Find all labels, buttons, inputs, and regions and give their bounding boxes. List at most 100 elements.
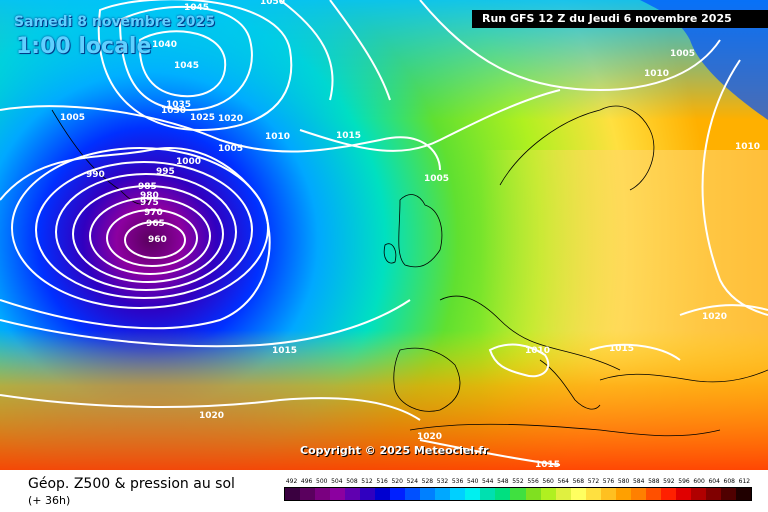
scale-swatch [645, 488, 661, 500]
scale-tick-label: 592 [663, 478, 675, 485]
isobar-label: 990 [86, 170, 105, 180]
scale-swatch [405, 488, 421, 500]
scale-swatch [465, 488, 481, 500]
scale-tick-label: 612 [738, 478, 751, 485]
isobar-label: 1045 [174, 61, 199, 71]
scale-tick-label: 576 [602, 478, 615, 485]
scale-tick-label: 520 [391, 478, 403, 485]
scale-tick-label: 516 [376, 478, 388, 485]
scale-tick-label: 580 [617, 478, 630, 485]
scale-tick-label: 600 [693, 478, 705, 485]
scale-tick-label: 608 [723, 478, 735, 485]
scale-swatch [690, 488, 706, 500]
forecast-local-time: 1:00 locale [16, 34, 152, 59]
isobar-label: 1035 [166, 100, 191, 110]
scale-swatch [615, 488, 631, 500]
scale-swatch [630, 488, 646, 500]
scale-swatch [330, 488, 346, 500]
isobar-lines [0, 0, 768, 465]
scale-swatch [360, 488, 376, 500]
scale-swatch [540, 488, 556, 500]
scale-swatch [735, 488, 751, 500]
scale-swatch [345, 488, 361, 500]
scale-tick-label: 548 [497, 478, 509, 485]
scale-tick-label: 556 [527, 478, 539, 485]
isobar-label: 1005 [670, 49, 695, 59]
scale-swatch [660, 488, 676, 500]
map-canvas: 1045 1040 1045 1035 1030 1025 1020 1010 … [0, 0, 768, 470]
isobar-label: 1005 [218, 144, 243, 154]
isobar-label: 1020 [702, 312, 727, 322]
isobar-label: 1050 [260, 0, 285, 7]
scale-tick-label: 572 [587, 478, 600, 485]
isobar-label: 1015 [535, 460, 560, 470]
isobar-label: 985 [138, 182, 157, 192]
scale-swatch [720, 488, 736, 500]
scale-tick-label: 560 [542, 478, 554, 485]
isobar-label: 1040 [152, 40, 177, 50]
scale-swatch [675, 488, 691, 500]
scale-swatch [390, 488, 406, 500]
isobar-label: 1020 [199, 411, 224, 421]
isobar-label: 1010 [735, 142, 760, 152]
isobar-label: 1010 [525, 346, 550, 356]
legend-subtitle: (+ 36h) [28, 494, 71, 507]
scale-tick-label: 552 [512, 478, 524, 485]
model-run-label: Run GFS 12 Z du Jeudi 6 novembre 2025 [472, 10, 768, 28]
scale-swatch [495, 488, 511, 500]
isobar-label: 980 [140, 191, 159, 201]
scale-swatch [300, 488, 316, 500]
isobar-label: 1010 [265, 132, 290, 142]
scale-swatch [555, 488, 571, 500]
isobar-label: 1015 [336, 131, 361, 141]
isobar-label: 1015 [272, 346, 297, 356]
scale-swatch [420, 488, 436, 500]
color-scale-bar [284, 487, 752, 501]
northeast-trough [640, 0, 768, 120]
scale-tick-label: 524 [406, 478, 419, 485]
scale-tick-label: 596 [678, 478, 690, 485]
isobar-label: 1045 [184, 3, 209, 13]
copyright-text: Copyright © 2025 Meteociel.fr [300, 444, 489, 457]
isobar-labels: 1045 1040 1045 1035 1030 1025 1020 1010 … [60, 0, 760, 470]
color-scale: 492 496 500 504 508 512 516 520 524 528 532 536 540 5… [284, 478, 752, 508]
isobar-label: 1030 [161, 106, 186, 116]
scale-tick-label: 496 [300, 478, 313, 485]
pressure-map: 1045 1040 1045 1035 1030 1025 1020 1010 … [0, 0, 768, 470]
isobar-label: 1010 [644, 69, 669, 79]
forecast-date: Samedi 8 novembre 2025 [14, 14, 215, 30]
isobar-label: 1025 [190, 113, 215, 123]
scale-swatch [510, 488, 526, 500]
isobar-label: 960 [148, 235, 167, 245]
scale-swatch [525, 488, 541, 500]
southern-field [0, 330, 768, 470]
scale-tick-label: 568 [572, 478, 585, 485]
isobar-label: 1005 [424, 174, 449, 184]
scale-swatch [285, 488, 301, 500]
isobar-label: 1000 [176, 157, 201, 167]
scale-tick-label: 492 [285, 478, 298, 485]
scale-tick-label: 604 [708, 478, 720, 485]
isobar-label: 1020 [218, 114, 243, 124]
isobar-label: 970 [144, 208, 163, 218]
scale-swatch [600, 488, 616, 500]
scale-tick-label: 504 [331, 478, 343, 485]
scale-tick-label: 528 [421, 478, 434, 485]
legend-panel: Géop. Z500 & pression au sol (+ 36h) 492… [0, 470, 768, 512]
scale-swatch [375, 488, 391, 500]
isobar-label: 1015 [609, 344, 634, 354]
isobar-label: 975 [140, 198, 159, 208]
isobar-label: 1005 [60, 113, 85, 123]
scale-swatch [570, 488, 586, 500]
legend-title: Géop. Z500 & pression au sol [28, 476, 235, 492]
coastlines [51, 105, 768, 437]
scale-tick-label: 540 [466, 478, 479, 485]
isobar-label: 1020 [417, 432, 442, 442]
isobar-label: 965 [146, 219, 165, 229]
scale-swatch [435, 488, 451, 500]
scale-tick-label: 536 [451, 478, 464, 485]
isobar-label: 995 [156, 167, 175, 177]
scale-tick-label: 508 [346, 478, 358, 485]
scale-tick-label: 500 [316, 478, 328, 485]
scale-tick-label: 564 [557, 478, 569, 485]
